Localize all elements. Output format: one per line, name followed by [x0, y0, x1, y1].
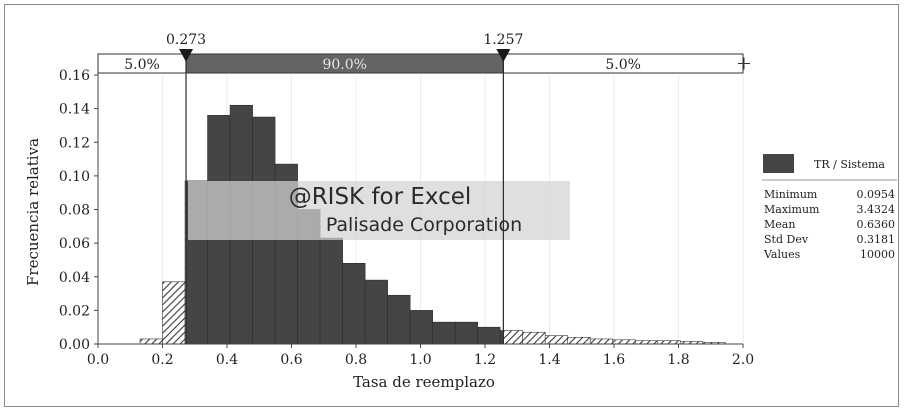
- histogram-bars: [139, 104, 726, 345]
- watermark-line-1: @RISK for Excel: [289, 184, 472, 210]
- watermark-line-2: Palisade Corporation: [326, 214, 522, 236]
- delimiter-triangle: [496, 49, 511, 62]
- histogram-bar-tail: [612, 339, 636, 345]
- y-tick-label: 0.14: [59, 102, 90, 118]
- x-tick-label: 0.4: [216, 352, 238, 368]
- legend-stat-value: 10000: [860, 248, 895, 261]
- histogram-bar-tail: [657, 340, 681, 345]
- y-tick-label: 0.04: [59, 270, 90, 286]
- x-tick-label: 1.6: [603, 352, 625, 368]
- histogram-bar: [387, 294, 411, 345]
- histogram-bar: [342, 262, 366, 345]
- legend-stat-label: Std Dev: [764, 233, 809, 246]
- legend-stats: Minimum 0.0954 Maximum 3.4324 Mean 0.6360 Std …: [763, 188, 895, 261]
- histogram-bar: [409, 310, 433, 345]
- histogram-bar-tail: [522, 331, 546, 345]
- histogram-bar: [454, 321, 478, 345]
- watermark-panel: [188, 181, 570, 240]
- x-tick-label: 0.6: [280, 352, 302, 368]
- band-label: 90.0%: [322, 57, 366, 73]
- probability-band: 5.0% 90.0% 5.0%: [97, 53, 750, 74]
- watermark: @RISK for Excel Palisade Corporation: [188, 181, 570, 240]
- delimiter-markers: 0.273 1.257: [166, 32, 523, 344]
- legend-stat-label: Mean: [764, 218, 795, 231]
- y-tick-label: 0.10: [59, 169, 90, 185]
- x-tick-label: 1.4: [538, 352, 560, 368]
- x-tick-label: 1.0: [409, 352, 431, 368]
- y-tick-label: 0.02: [59, 303, 90, 319]
- delimiter-value: 0.273: [166, 32, 206, 48]
- legend-stat-value: 0.0954: [857, 188, 896, 201]
- x-axis-title: Tasa de reemplazo: [353, 373, 495, 391]
- x-tick-label: 2.0: [732, 352, 754, 368]
- band-label: 5.0%: [605, 57, 641, 73]
- x-tick-label: 0.0: [87, 352, 109, 368]
- y-tick-label: 0.12: [59, 135, 90, 151]
- y-tick-label: 0.08: [59, 203, 90, 219]
- y-tick-label: 0.06: [59, 236, 90, 252]
- x-tick-label: 0.2: [151, 352, 173, 368]
- x-tick-label: 1.2: [474, 352, 496, 368]
- axes: 0.00 0.02 0.04 0.06 0.08 0.10 0.12 0.14 0.16 0.0 0…: [59, 63, 754, 368]
- histogram-bar-tail: [162, 281, 186, 345]
- legend-stat-value: 0.6360: [857, 218, 896, 231]
- delimiter-triangle: [179, 49, 194, 62]
- histogram-bar-tail: [544, 335, 569, 345]
- x-tick-label: 1.8: [667, 352, 689, 368]
- histogram-bar-tail: [139, 338, 163, 345]
- histogram-bar-tail: [503, 330, 524, 345]
- legend-stat-value: 3.4324: [857, 203, 896, 216]
- x-tick-label: 0.8: [345, 352, 367, 368]
- legend-swatch: [763, 154, 794, 173]
- delimiter-value: 1.257: [483, 32, 523, 48]
- band-label: 5.0%: [124, 57, 160, 73]
- histogram-bar-tail: [567, 336, 591, 345]
- histogram-bar: [432, 321, 456, 345]
- histogram-bar-tail: [589, 338, 614, 345]
- y-tick-label: 0.00: [59, 337, 90, 353]
- histogram-bar-tail: [634, 340, 659, 345]
- legend-stat-label: Minimum: [764, 188, 818, 201]
- legend-series-name: TR / Sistema: [814, 158, 885, 171]
- legend-stat-label: Values: [763, 248, 801, 261]
- y-axis-title: Frecuencia relativa: [24, 138, 42, 286]
- legend-stat-label: Maximum: [764, 203, 820, 216]
- histogram-bar: [477, 326, 501, 345]
- y-tick-label: 0.16: [59, 68, 90, 84]
- legend-stat-value: 0.3181: [857, 233, 896, 246]
- histogram-bar: [364, 279, 388, 345]
- histogram-bar: [319, 237, 343, 345]
